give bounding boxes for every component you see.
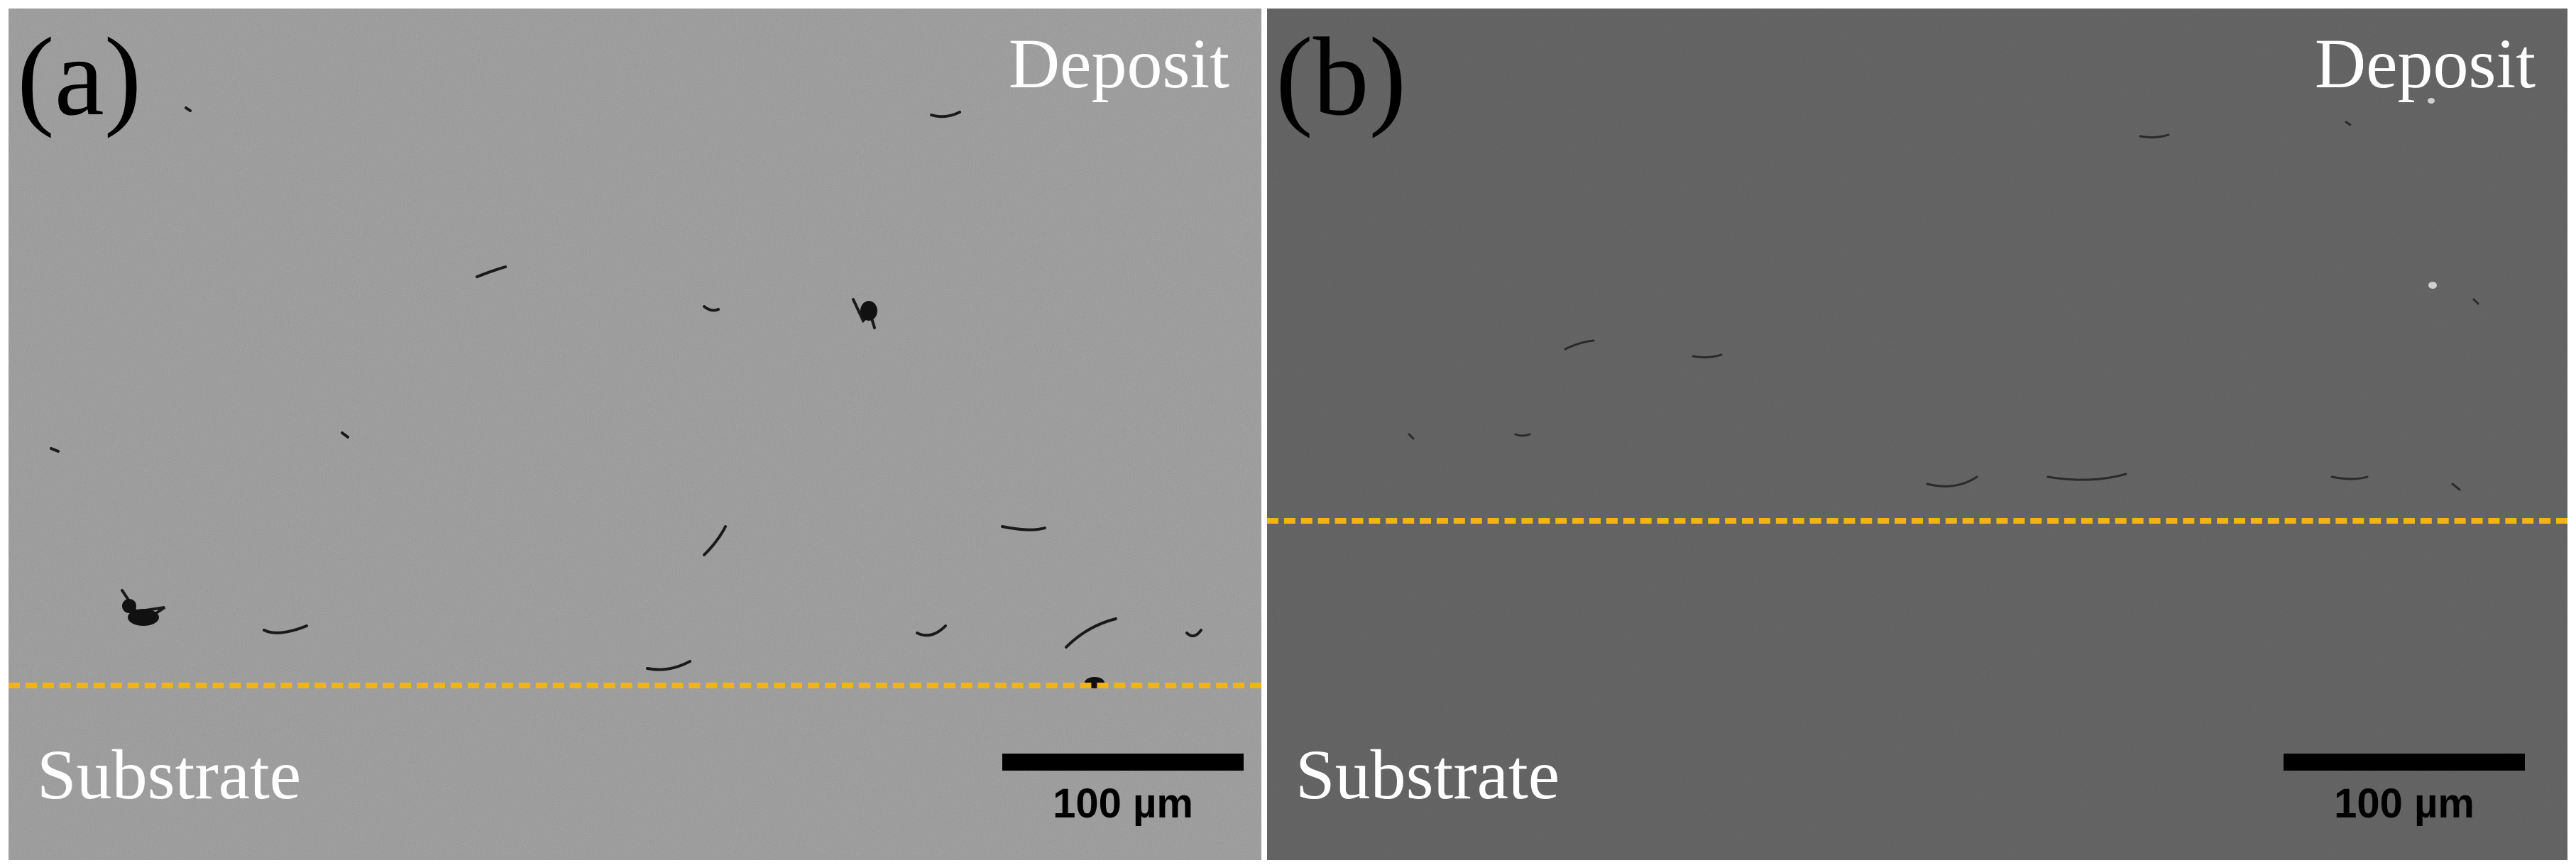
panel-label: (a): [17, 15, 142, 139]
pore-blobs: [2428, 98, 2437, 289]
panel-label: (b): [1276, 15, 1407, 139]
sem-texture: [1267, 9, 2567, 860]
pore-defects: [50, 106, 1202, 671]
pore-defects: [1408, 121, 2479, 491]
micrograph-panel-b: (b) Deposit Substrate 100 µm: [1267, 9, 2567, 860]
scale-bar: 100 µm: [1002, 754, 1244, 825]
sem-texture: [9, 9, 1261, 860]
interface-boundary-line: [1267, 518, 2567, 524]
micrograph-panel-a: (a) Deposit Substrate 100 µm: [9, 9, 1261, 860]
substrate-label: Substrate: [37, 735, 302, 814]
substrate-label: Substrate: [1295, 735, 1560, 814]
scale-bar: 100 µm: [2284, 754, 2525, 825]
scale-bar-line: [2284, 754, 2525, 771]
deposit-label: Deposit: [2314, 24, 2536, 103]
scale-bar-line: [1002, 754, 1244, 771]
scale-bar-label: 100 µm: [2334, 781, 2474, 827]
interface-boundary-line: [9, 683, 1261, 688]
scale-bar-label: 100 µm: [1053, 781, 1193, 827]
deposit-label: Deposit: [1008, 24, 1229, 103]
